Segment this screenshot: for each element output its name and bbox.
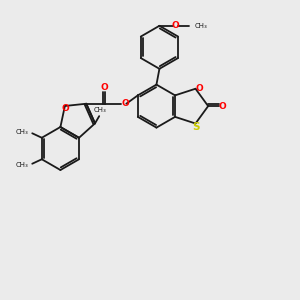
Text: S: S [192,122,199,132]
Text: O: O [121,99,129,108]
Text: CH₃: CH₃ [195,23,207,29]
Text: CH₃: CH₃ [16,129,29,135]
Text: O: O [101,83,109,92]
Text: O: O [196,84,203,93]
Text: O: O [61,103,69,112]
Text: O: O [219,102,226,111]
Text: CH₃: CH₃ [94,106,106,112]
Text: CH₃: CH₃ [16,162,29,168]
Text: O: O [172,21,180,30]
